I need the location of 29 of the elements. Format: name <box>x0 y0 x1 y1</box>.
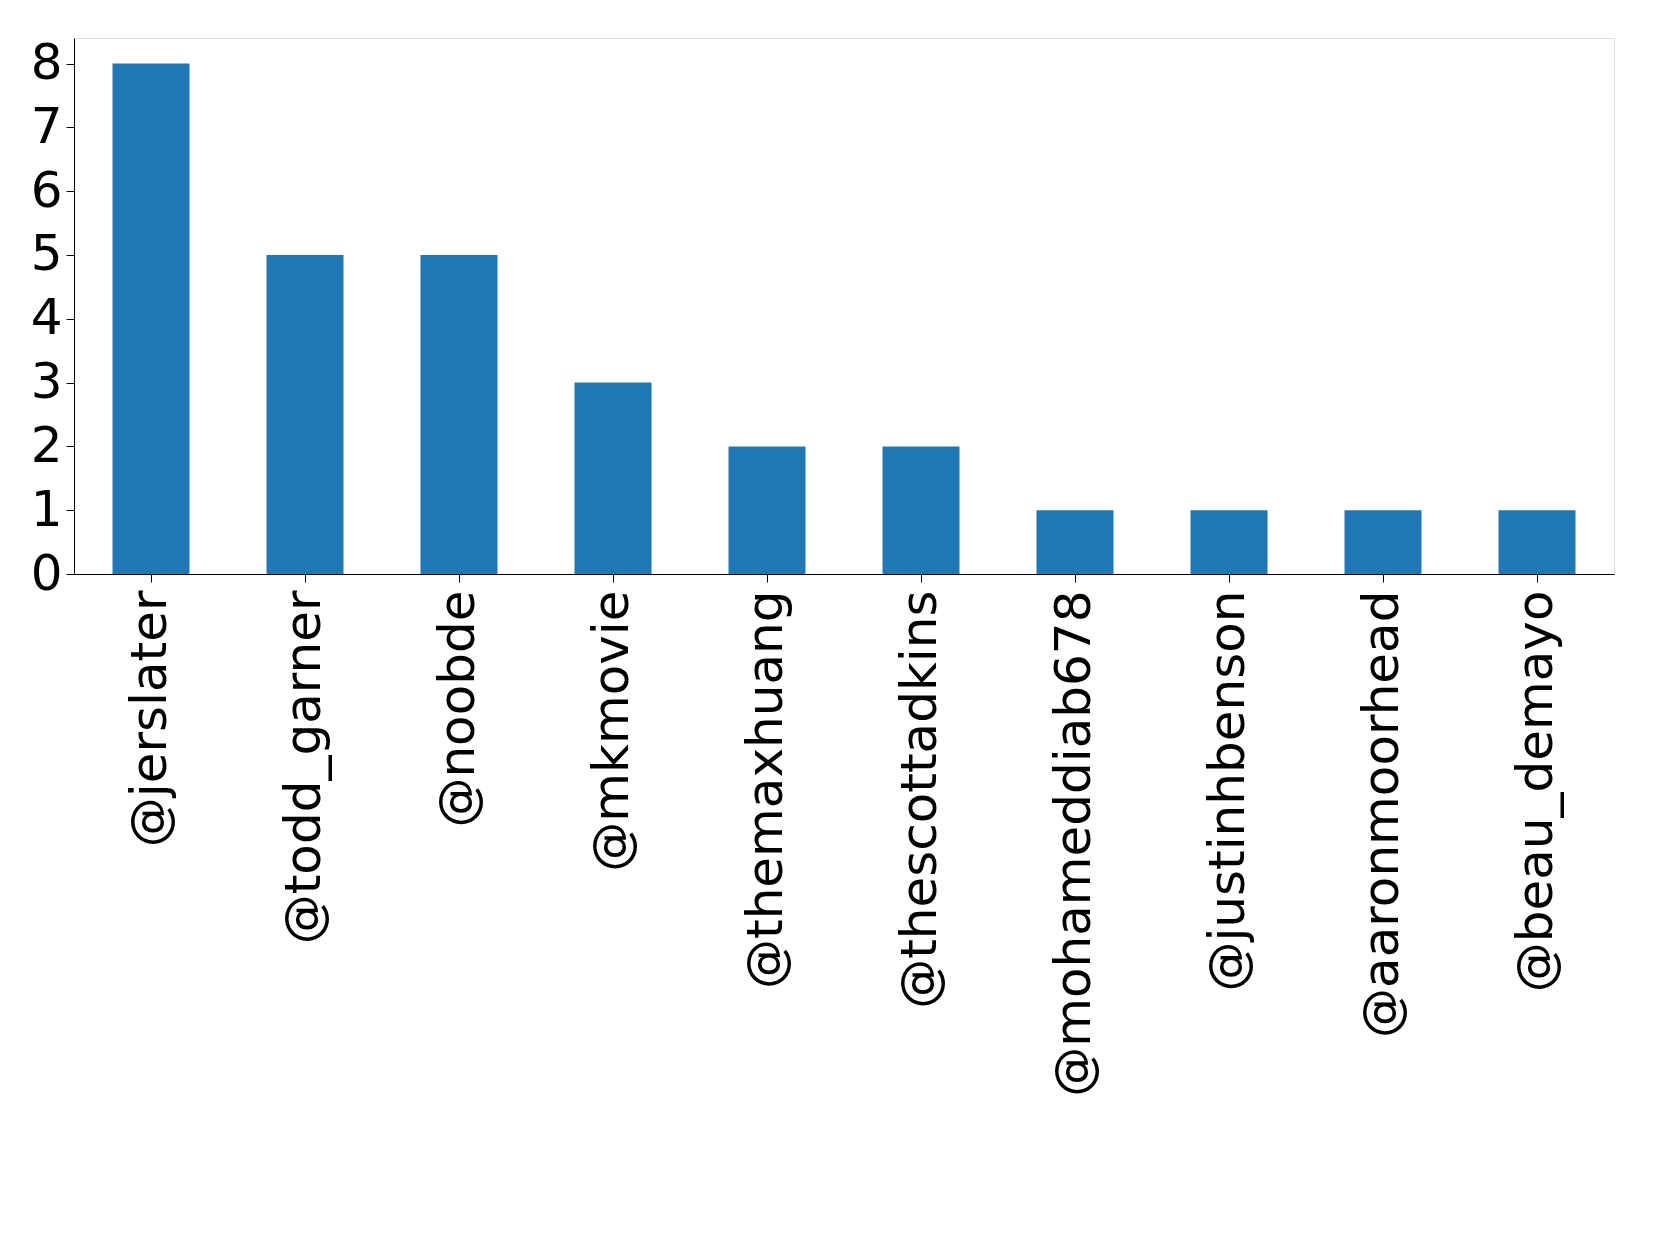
x-tick-label: @thescottadkins <box>890 590 948 1009</box>
bar <box>1498 510 1576 574</box>
y-tick-label: 8 <box>30 33 63 92</box>
bar <box>1344 510 1422 574</box>
x-tick-label: @mohameddiab678 <box>1044 590 1102 1097</box>
x-tick-label: @aaronmoorhead <box>1352 590 1410 1038</box>
bar <box>882 446 960 574</box>
y-tick-label: 2 <box>30 415 63 474</box>
y-tick-label: 1 <box>30 479 63 538</box>
x-tick-label: @jerslater <box>120 590 178 848</box>
bar <box>1190 510 1268 574</box>
x-tick-label: @noobde <box>428 590 486 828</box>
y-tick-label: 0 <box>30 543 63 602</box>
y-tick-label: 7 <box>30 96 63 155</box>
bar <box>112 63 190 574</box>
bar <box>574 382 652 574</box>
x-tick-label: @todd_garner <box>274 590 332 945</box>
bar <box>266 254 344 574</box>
x-tick-label: @justinhbenson <box>1198 590 1256 992</box>
x-tick-label: @themaxhuang <box>736 590 794 989</box>
y-tick-label: 5 <box>30 224 63 283</box>
x-tick-label: @beau_demayo <box>1506 590 1564 993</box>
bar <box>420 254 498 574</box>
bar <box>1036 510 1114 574</box>
bar <box>728 446 806 574</box>
y-tick-label: 6 <box>30 160 63 219</box>
x-tick-label: @mkmovie <box>582 590 640 872</box>
y-tick-label: 3 <box>30 352 63 411</box>
y-tick-label: 4 <box>30 288 63 347</box>
